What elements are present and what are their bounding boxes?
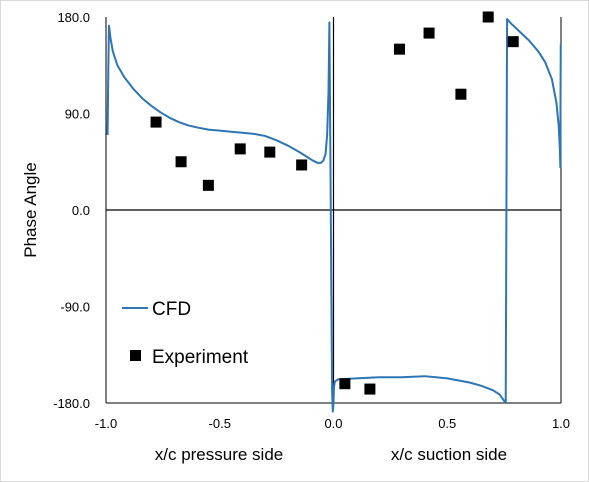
experiment-point: [393, 43, 405, 55]
x-axis-title-pressure: x/c pressure side: [155, 445, 284, 464]
y-tick-label: 90.0: [65, 107, 90, 122]
x-tick-label: 0.0: [324, 416, 342, 431]
experiment-point: [150, 116, 162, 128]
tick-labels: -1.0 -0.5 0.0 0.5 1.0 180.0 90.0 0.0 -90.0 -180.0: [53, 10, 570, 431]
y-tick-label: 180.0: [57, 10, 90, 25]
experiment-series: [150, 11, 519, 395]
x-axis-title-suction: x/c suction side: [391, 445, 507, 464]
experiment-point: [507, 36, 519, 48]
y-axis-title: Phase Angle: [21, 162, 40, 257]
experiment-point: [482, 11, 494, 23]
experiment-point: [234, 143, 246, 155]
x-tick-label: -1.0: [95, 416, 117, 431]
x-tick-label: -0.5: [209, 416, 231, 431]
experiment-point: [296, 159, 308, 171]
legend: CFD Experiment: [122, 299, 249, 368]
axes: [105, 17, 562, 404]
cfd-series: [106, 18, 562, 413]
experiment-point: [423, 27, 435, 39]
experiment-point: [364, 383, 376, 395]
experiment-point: [175, 156, 187, 168]
cfd-line: [106, 18, 562, 413]
legend-experiment-label: Experiment: [152, 347, 249, 368]
experiment-point: [455, 88, 467, 100]
legend-cfd-label: CFD: [152, 299, 191, 320]
legend-experiment-swatch: [130, 350, 141, 361]
experiment-point: [339, 378, 351, 390]
y-tick-label: -90.0: [60, 300, 90, 315]
experiment-point: [264, 146, 276, 158]
experiment-point: [202, 179, 214, 191]
x-tick-label: 1.0: [552, 416, 570, 431]
y-tick-label: -180.0: [53, 396, 90, 411]
x-tick-label: 0.5: [438, 416, 456, 431]
y-tick-label: 0.0: [72, 203, 90, 218]
